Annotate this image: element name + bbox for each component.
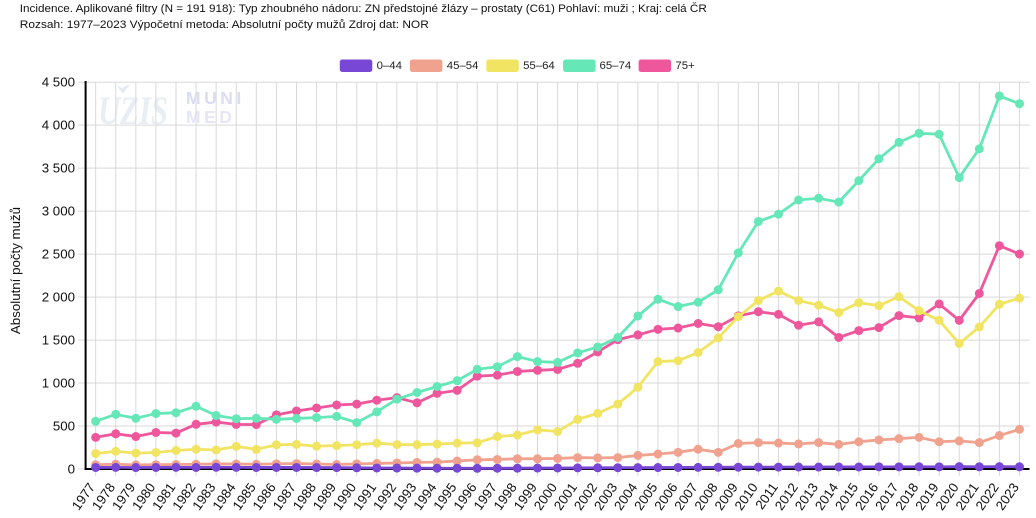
svg-text:2 000: 2 000	[42, 290, 75, 305]
svg-text:2 500: 2 500	[42, 247, 75, 262]
svg-text:0–44: 0–44	[377, 60, 402, 72]
svg-text:500: 500	[53, 419, 75, 434]
svg-text:0: 0	[68, 462, 75, 477]
svg-text:55–64: 55–64	[523, 60, 555, 72]
svg-text:4 000: 4 000	[42, 118, 75, 133]
svg-text:Absolutní počty mužů: Absolutní počty mužů	[8, 207, 23, 334]
svg-text:3 000: 3 000	[42, 204, 75, 219]
svg-text:45–54: 45–54	[447, 60, 479, 72]
svg-text:3 500: 3 500	[42, 161, 75, 176]
svg-text:1 500: 1 500	[42, 333, 75, 348]
svg-text:1 000: 1 000	[42, 376, 75, 391]
svg-text:75+: 75+	[675, 60, 695, 72]
svg-text:UZIS: UZIS	[98, 88, 168, 133]
svg-text:MUNI: MUNI	[186, 88, 245, 108]
svg-text:65–74: 65–74	[600, 60, 632, 72]
svg-text:Rozsah: 1977–2023 Výpočetní me: Rozsah: 1977–2023 Výpočetní metoda: Abso…	[20, 19, 429, 31]
svg-text:Incidence. Aplikované filtry (: Incidence. Aplikované filtry (N = 191 91…	[20, 2, 707, 15]
svg-text:4 500: 4 500	[42, 75, 75, 90]
svg-text:MED: MED	[186, 107, 235, 127]
